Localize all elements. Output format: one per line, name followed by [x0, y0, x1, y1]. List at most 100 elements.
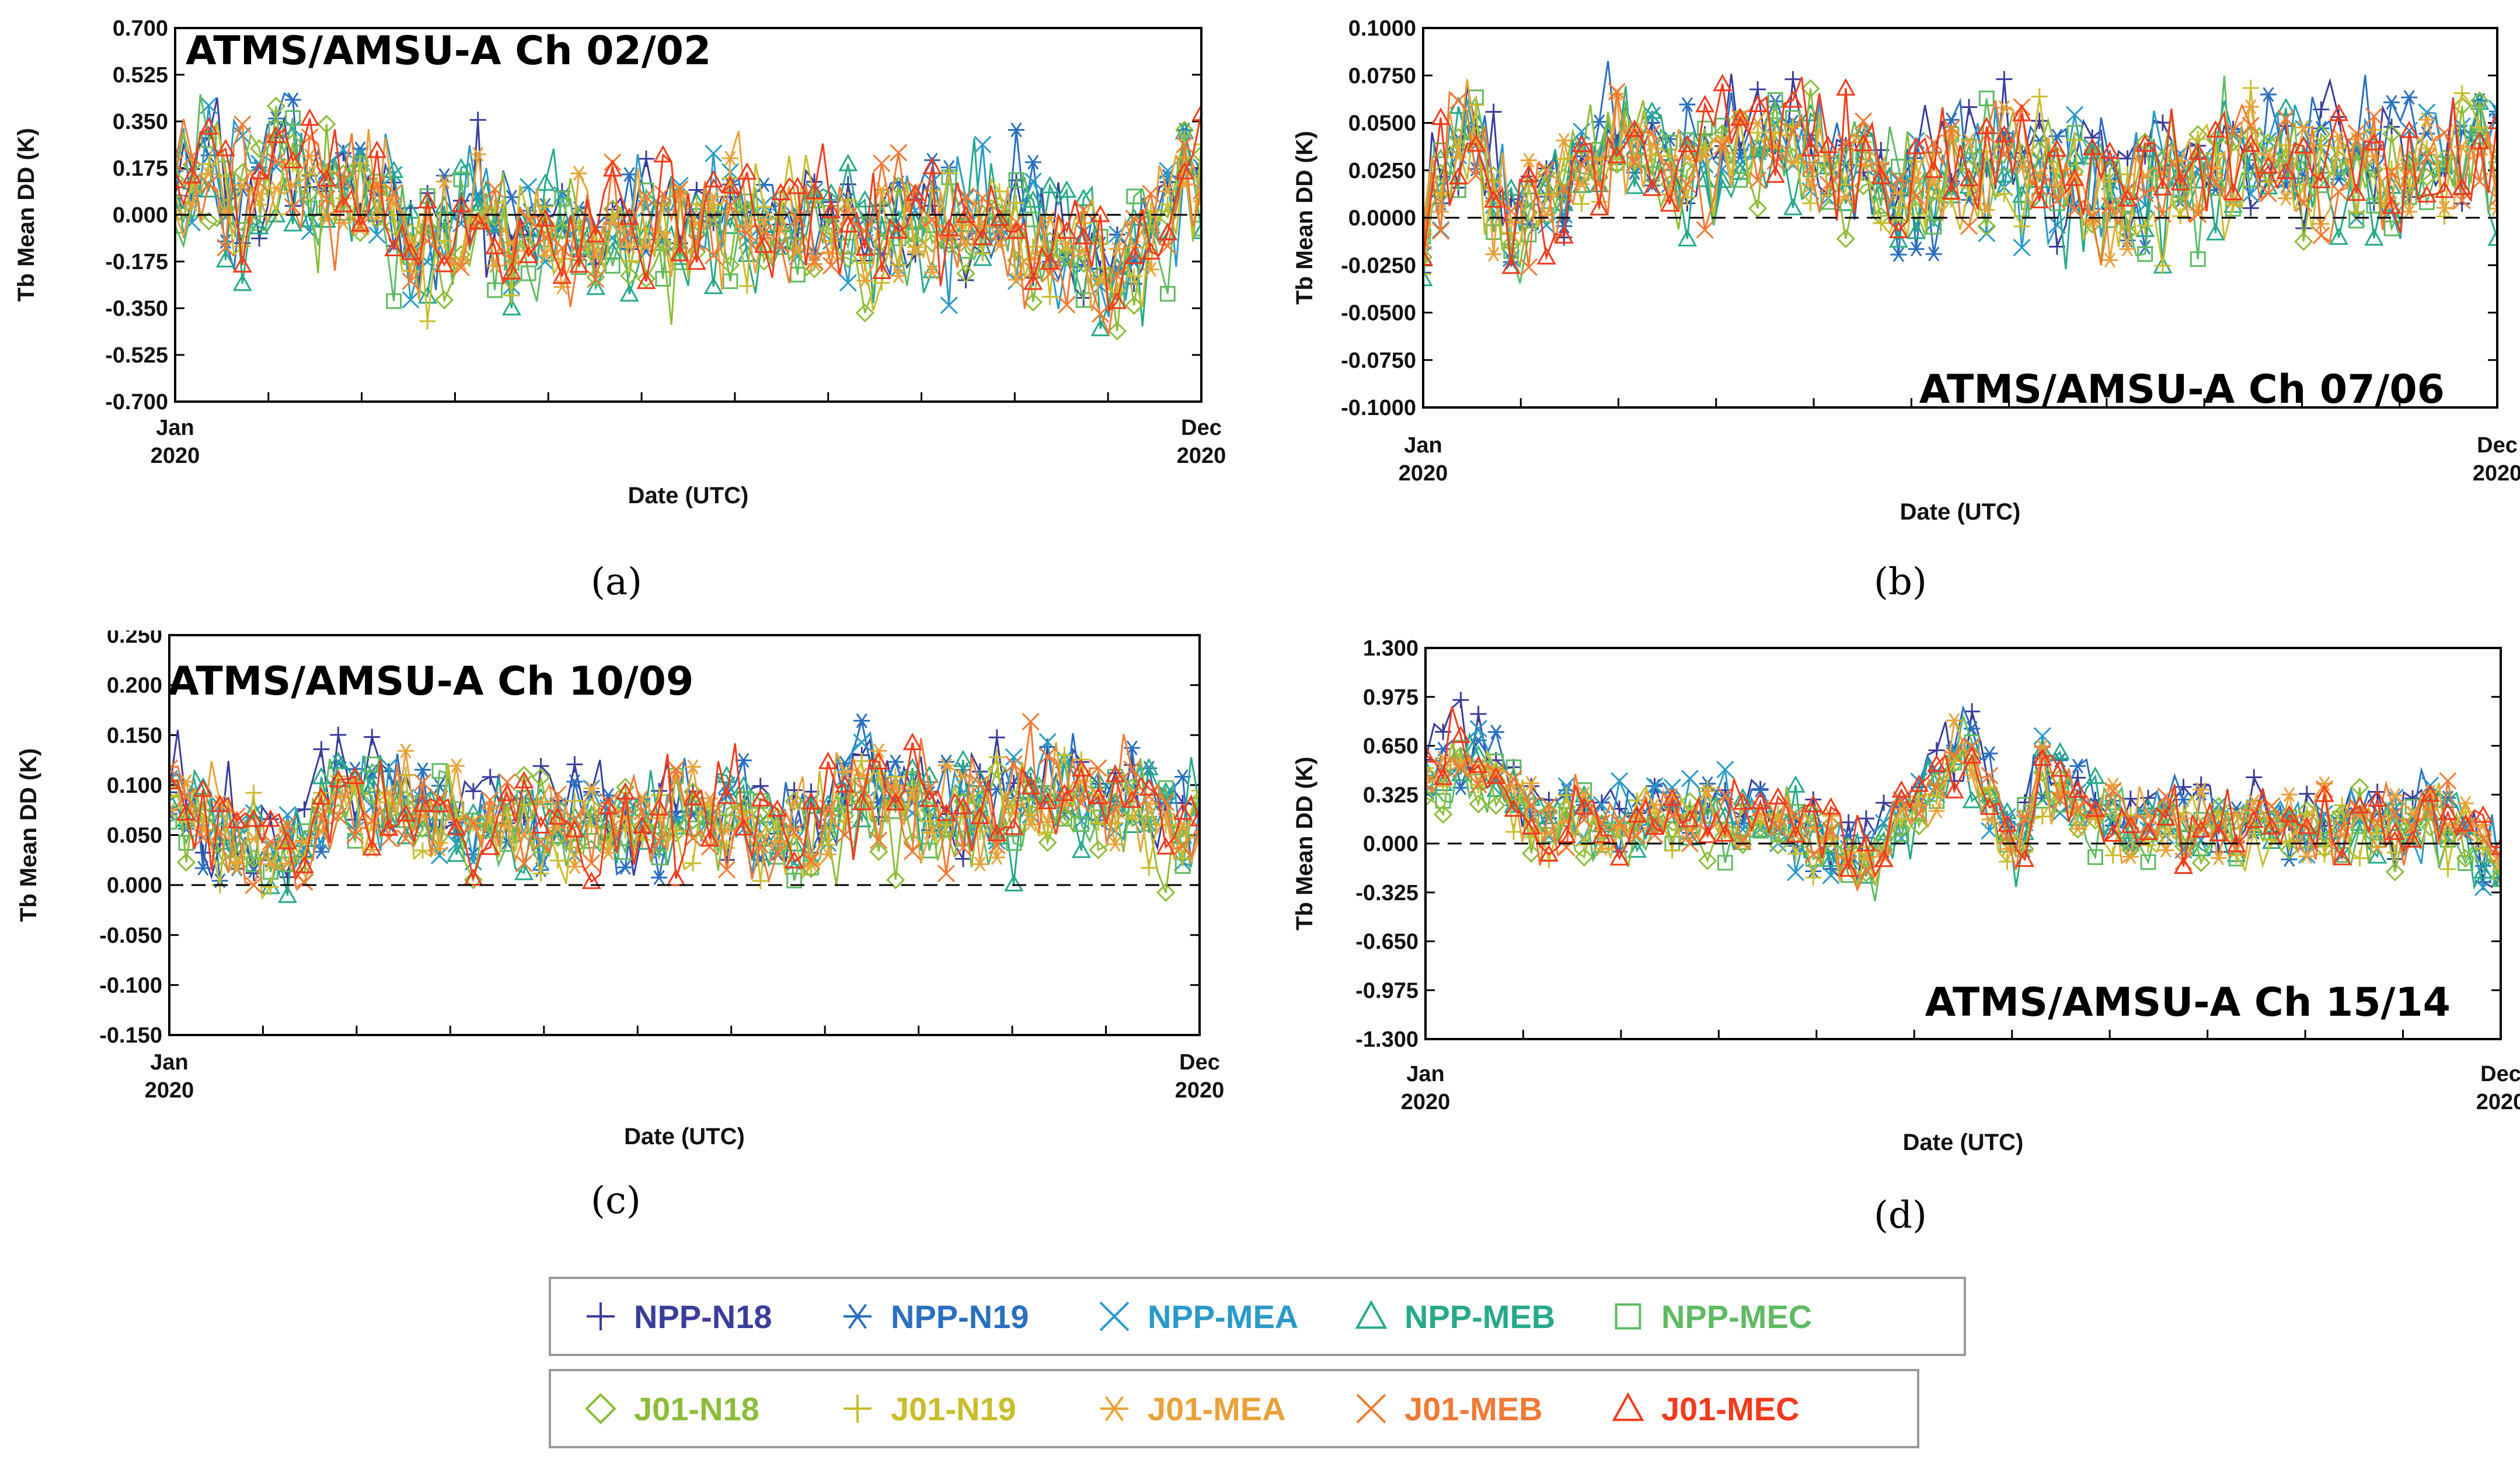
data-point: [1005, 748, 1023, 766]
y-tick-label: -0.0250: [1341, 253, 1416, 278]
data-point: [2246, 769, 2263, 786]
data-point: [684, 855, 701, 872]
data-point: [2489, 161, 2496, 177]
data-point: [1611, 772, 1629, 790]
data-point: [2420, 784, 2440, 802]
data-point: [1999, 853, 2016, 870]
data-point: [1556, 133, 1573, 148]
data-point: [1784, 71, 1801, 88]
data-point: [2050, 742, 2070, 759]
data-point: [1946, 713, 1963, 728]
data-point: [2119, 166, 2136, 183]
data-point: [735, 752, 752, 768]
data-point: [535, 209, 555, 227]
data-point: [1504, 770, 1523, 788]
asterisk-icon: [844, 1304, 872, 1329]
data-point: [417, 286, 437, 304]
data-point: [835, 775, 855, 793]
data-point: [1801, 79, 1820, 98]
data-point: [768, 799, 787, 817]
data-point: [1433, 767, 1453, 785]
data-point: [2401, 204, 2418, 219]
data-point: [1822, 808, 1839, 824]
data-point: [2118, 189, 2138, 207]
data-point: [419, 313, 436, 330]
data-point: [1519, 258, 1538, 276]
data-point: [1890, 247, 1907, 262]
data-point: [2295, 176, 2312, 193]
data-point: [2401, 90, 2418, 105]
data-point: [2456, 814, 2476, 832]
data-point: [249, 162, 269, 179]
data-point: [2276, 162, 2296, 179]
data-point: [1697, 120, 1713, 137]
data-point: [514, 862, 534, 880]
data-point: [2065, 168, 2085, 186]
data-point: [2049, 195, 2065, 211]
data-point: [1592, 814, 1611, 832]
data-point: [452, 259, 470, 277]
data-point: [921, 813, 938, 830]
data-point: [170, 796, 177, 798]
data-point: [1611, 814, 1629, 832]
y-tick-label: 0.0250: [1348, 159, 1416, 183]
data-point: [1058, 296, 1076, 314]
data-point: [755, 198, 772, 215]
data-point: [176, 206, 183, 221]
data-point: [752, 873, 769, 890]
data-point: [284, 198, 302, 216]
data-point: [2350, 796, 2369, 814]
data-point: [887, 768, 904, 785]
data-point: [703, 277, 723, 294]
data-point: [870, 743, 887, 758]
data-point: [1021, 776, 1041, 795]
y-tick-label: -0.350: [105, 297, 168, 321]
data-point: [1486, 766, 1506, 784]
data-point: [2311, 170, 2331, 189]
data-point: [487, 282, 503, 298]
data-point: [1609, 848, 1629, 866]
series-line: [1427, 706, 2500, 879]
y-tick-label: -0.525: [105, 343, 168, 368]
data-point: [283, 214, 303, 232]
data-point: [1159, 237, 1177, 255]
x-tick-label: 2020: [151, 444, 200, 468]
data-point: [2034, 808, 2051, 825]
data-point: [1540, 797, 1558, 815]
data-point: [1909, 816, 1929, 836]
data-point: [1698, 825, 1717, 844]
data-point: [1874, 849, 1894, 867]
data-point: [2226, 811, 2246, 831]
data-point: [686, 252, 706, 270]
data-point: [1942, 182, 1961, 200]
data-point: [2140, 854, 2156, 870]
data-point: [1678, 161, 1697, 180]
data-point: [2386, 805, 2404, 823]
data-point: [1158, 223, 1177, 241]
y-tick-label: 0.100: [107, 773, 162, 798]
data-point: [2083, 208, 2101, 226]
data-point: [1839, 859, 1859, 877]
data-point: [1124, 810, 1141, 827]
data-point: [615, 782, 635, 800]
chart-title: ATMS/AMSU-A Ch 02/02: [186, 28, 711, 74]
y-axis-title: Tb Mean DD (K): [13, 128, 39, 302]
data-point: [1038, 747, 1057, 765]
data-point: [904, 842, 922, 860]
data-point: [637, 239, 654, 255]
data-point: [453, 171, 469, 187]
data-point: [953, 797, 973, 814]
data-point: [907, 244, 924, 259]
data-point: [1107, 291, 1127, 309]
data-point: [1041, 210, 1058, 226]
data-point: [991, 183, 1008, 200]
data-point: [233, 163, 252, 182]
data-point: [2489, 104, 2496, 119]
data-point: [1090, 319, 1110, 336]
data-point: [2205, 223, 2225, 241]
data-point: [277, 831, 298, 849]
chart-panel-b: 0.1000 0.0750 0.0500 0.0250 0.0000 -0.0250 -0.…: [1260, 0, 2520, 630]
x-tick-label: 2020: [1175, 1078, 1225, 1103]
data-point: [939, 235, 958, 254]
data-point: [434, 290, 454, 310]
